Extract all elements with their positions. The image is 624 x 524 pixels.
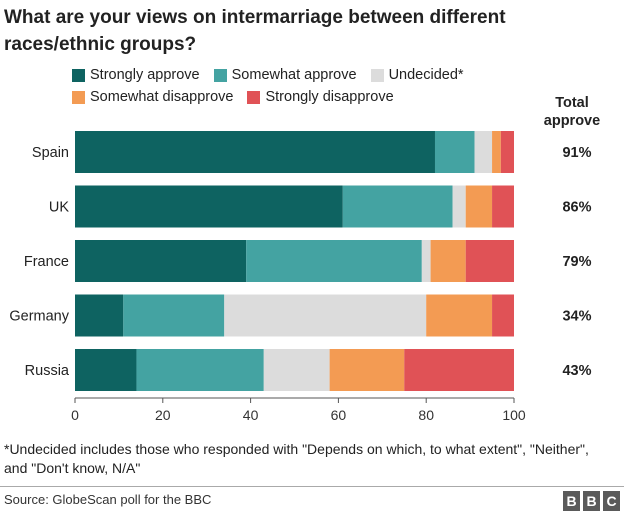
x-tick-label-100: 100 <box>502 407 526 423</box>
category-label-germany: Germany <box>9 309 69 325</box>
x-tick-label-80: 80 <box>418 407 434 423</box>
legend-item-undecided: Undecided* <box>370 67 464 83</box>
category-label-spain: Spain <box>32 145 69 161</box>
legend-label-strongly-disapprove: Strongly disapprove <box>265 89 394 105</box>
legend-swatch-undecided <box>370 68 384 82</box>
legend-swatch-strongly-approve <box>72 68 85 82</box>
legend-label-somewhat-approve: Somewhat approve <box>231 67 357 83</box>
bar-segment-russia-strongly-disapprove <box>404 349 514 391</box>
bar-segment-spain-undecided <box>474 131 493 173</box>
bar-segment-spain-somewhat-approve <box>434 131 475 173</box>
legend-label-strongly-approve: Strongly approve <box>90 67 200 83</box>
bar-segment-spain-somewhat-disapprove <box>492 131 501 173</box>
legend-label-undecided: Undecided* <box>388 67 464 83</box>
bar-segment-uk-undecided <box>452 185 466 228</box>
bbc-logo-letter-2: B <box>583 491 600 511</box>
bbc-logo: B B C <box>560 491 620 511</box>
bar-segment-germany-somewhat-approve <box>123 294 225 337</box>
total-approve-germany: 34% <box>562 309 591 325</box>
total-approve-spain: 91% <box>562 145 591 161</box>
legend-item-somewhat-approve: Somewhat approve <box>213 67 357 83</box>
legend-item-strongly-disapprove: Strongly disapprove <box>247 89 394 105</box>
bar-segment-germany-strongly-disapprove <box>492 294 514 337</box>
bar-segment-russia-somewhat-disapprove <box>329 349 405 391</box>
bar-segment-uk-somewhat-approve <box>342 185 453 228</box>
x-tick-label-0: 0 <box>71 407 79 423</box>
bar-segment-france-somewhat-approve <box>246 240 422 282</box>
bar-segment-germany-somewhat-disapprove <box>426 294 493 337</box>
bar-segment-france-somewhat-disapprove <box>430 240 466 282</box>
legend-swatch-somewhat-disapprove <box>72 90 85 104</box>
total-approve-russia: 43% <box>562 363 591 379</box>
bar-segment-russia-strongly-approve <box>75 349 137 391</box>
total-approve-france: 79% <box>562 254 591 270</box>
x-tick-label-20: 20 <box>155 407 171 423</box>
x-tick-label-60: 60 <box>331 407 347 423</box>
bar-segment-france-strongly-disapprove <box>465 240 514 282</box>
footnote: *Undecided includes those who responded … <box>4 441 589 476</box>
total-approve-uk: 86% <box>562 200 591 216</box>
bar-segment-uk-strongly-approve <box>75 185 343 228</box>
source-note: Source: GlobeScan poll for the BBC <box>4 492 212 507</box>
legend-item-strongly-approve: Strongly approve <box>72 67 200 83</box>
x-tick-label-40: 40 <box>243 407 259 423</box>
divider <box>0 486 624 487</box>
bar-segment-russia-somewhat-approve <box>136 349 264 391</box>
category-label-uk: UK <box>49 200 69 216</box>
legend-row-1: Strongly approve Somewhat approve Undeci… <box>72 64 542 86</box>
legend-item-somewhat-disapprove: Somewhat disapprove <box>72 89 233 105</box>
bbc-logo-letter-3: C <box>603 491 620 511</box>
chart-title: What are your views on intermarriage bet… <box>4 7 506 55</box>
legend-label-somewhat-disapprove: Somewhat disapprove <box>90 89 234 105</box>
bar-segment-spain-strongly-approve <box>75 131 435 173</box>
stacked-bar-chart: Spain 91% UK 86% France 79% Germany 34% Russia 43… <box>9 131 592 423</box>
bbc-logo-letter-1: B <box>563 491 580 511</box>
bar-segment-spain-strongly-disapprove <box>500 131 514 173</box>
bar-segment-uk-somewhat-disapprove <box>465 185 493 228</box>
category-label-russia: Russia <box>25 363 70 379</box>
bar-segment-germany-strongly-approve <box>75 294 124 337</box>
bar-segment-france-undecided <box>421 240 431 282</box>
bar-segment-germany-undecided <box>224 294 427 337</box>
legend-swatch-somewhat-approve <box>213 68 227 82</box>
category-label-france: France <box>24 254 69 270</box>
bar-segment-uk-strongly-disapprove <box>492 185 514 228</box>
bar-segment-russia-undecided <box>263 349 330 391</box>
legend-row-2: Somewhat disapprove Strongly disapprove <box>72 86 542 108</box>
total-approve-header: Total approve <box>543 95 601 129</box>
bar-segment-france-strongly-approve <box>75 240 247 282</box>
legend: Strongly approve Somewhat approve Undeci… <box>72 64 542 108</box>
legend-swatch-strongly-disapprove <box>247 90 261 104</box>
